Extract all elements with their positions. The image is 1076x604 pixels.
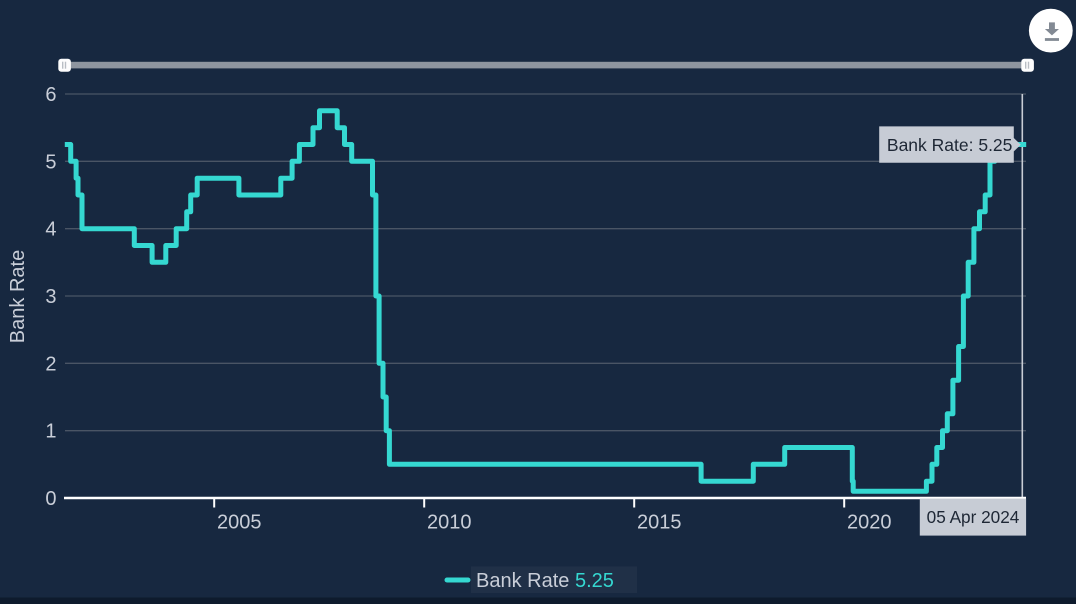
svg-text:6: 6 (45, 84, 56, 106)
svg-text:2015: 2015 (637, 512, 682, 534)
svg-text:2020: 2020 (847, 512, 892, 534)
svg-text:Bank Rate 5.25: Bank Rate 5.25 (476, 570, 614, 592)
svg-text:2010: 2010 (427, 512, 472, 534)
svg-text:2005: 2005 (217, 512, 262, 534)
svg-text:1: 1 (45, 421, 56, 443)
svg-text:4: 4 (45, 219, 56, 241)
svg-text:3: 3 (45, 286, 56, 308)
svg-text:Bank Rate: Bank Rate (7, 250, 29, 343)
svg-text:0: 0 (45, 488, 56, 510)
svg-text:2: 2 (45, 353, 56, 375)
svg-text:05 Apr 2024: 05 Apr 2024 (927, 507, 1020, 527)
svg-text:Bank Rate: 5.25: Bank Rate: 5.25 (887, 135, 1013, 155)
svg-text:5: 5 (45, 151, 56, 173)
